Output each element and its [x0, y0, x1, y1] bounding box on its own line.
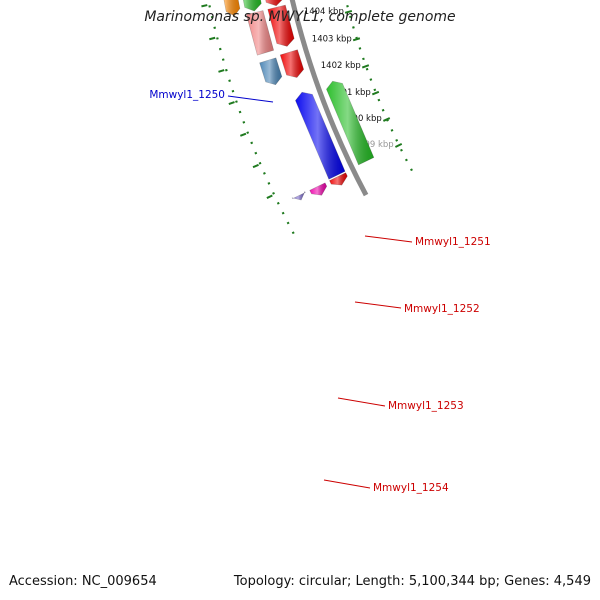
gene-arrow-highlight [292, 191, 306, 200]
tick-label: 1399 kbp [354, 140, 394, 150]
gene-arrow-highlight [243, 0, 262, 12]
map-title: Marinomonas sp. MWYL1, complete genome [144, 9, 456, 25]
gene-arrow-highlight [259, 57, 282, 85]
gene-arrow-highlight [246, 10, 274, 56]
gene-arrow-highlight [329, 172, 348, 186]
tick-ring: 1399 kbp 1400 kbp 1401 kbp 1402 kbp 1403 kbp… [201, 0, 413, 235]
accession-text: Accession: NC_009654 [9, 574, 157, 589]
tick-mark [371, 90, 380, 96]
gene-arrow-highlight [223, 0, 240, 16]
outer-tick-mark [201, 4, 208, 8]
outer-tick-mark [266, 194, 273, 199]
gene-label: Mmwyl1_1251 [415, 236, 491, 248]
gene-label: Mmwyl1_1250 [149, 89, 225, 101]
gene-leader-line [323, 479, 371, 489]
tick-mark [382, 117, 391, 122]
gene-leader-line [337, 397, 386, 407]
outer-tick-mark [228, 101, 235, 105]
tick-mark [361, 64, 370, 69]
gene-arrow-highlight [309, 182, 327, 196]
genome-backbone [289, 0, 369, 197]
gene-label: Mmwyl1_1254 [373, 482, 449, 494]
gene-arrow-highlight [265, 0, 282, 6]
feature-rings [223, 0, 375, 201]
genome-summary-text: Topology: circular; Length: 5,100,344 bp… [233, 574, 591, 589]
gene-arrow-highlight [326, 81, 374, 165]
tick-label: 1404 kbp [304, 7, 344, 17]
gene-arrow-highlight [267, 5, 295, 47]
gene-leader-line [364, 235, 413, 243]
tick-label: 1403 kbp [312, 34, 352, 44]
outer-tick-mark [209, 36, 216, 41]
tick-label: 1400 kbp [342, 114, 382, 124]
outer-tick-mark [239, 132, 247, 137]
gene-leader-line [227, 95, 274, 103]
gene-arrow-highlight [280, 49, 304, 78]
gene-label-group: Mmwyl1_1250 Mmwyl1_1251 Mmwyl1_1252 Mmwyl1_… [149, 89, 490, 494]
outer-tick-mark [218, 69, 225, 73]
outer-tick-mark [252, 163, 259, 169]
tick-label: 1401 kbp [331, 88, 371, 98]
gene-leader-line [354, 301, 402, 309]
tick-mark [344, 9, 353, 14]
tick-mark [352, 37, 361, 42]
gene-label: Mmwyl1_1253 [388, 400, 464, 412]
tick-label: 1402 kbp [321, 61, 361, 71]
tick-mark [394, 143, 403, 148]
gene-arrow-highlight [295, 92, 346, 180]
gene-label: Mmwyl1_1252 [404, 303, 480, 315]
